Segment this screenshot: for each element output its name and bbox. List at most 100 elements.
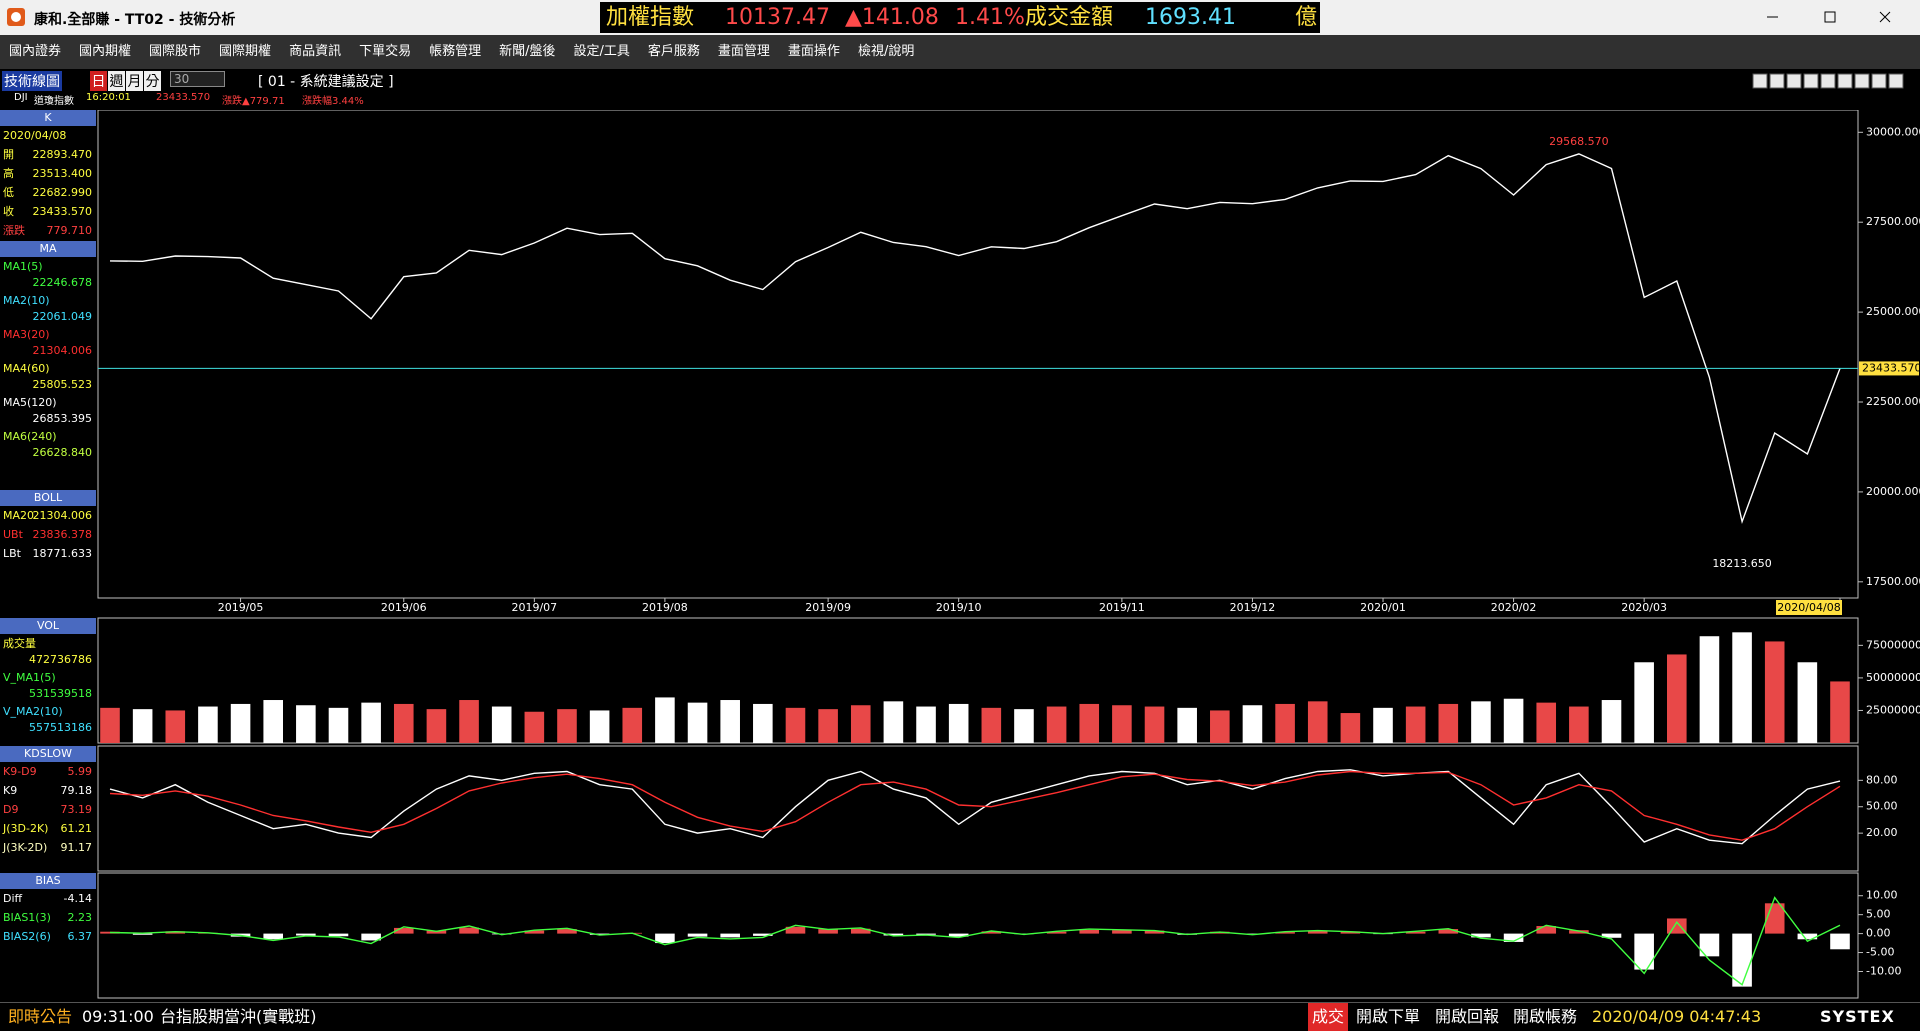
bar — [720, 700, 740, 743]
menu-item[interactable]: 國際股市 — [149, 44, 202, 59]
bar — [785, 707, 806, 743]
bar — [491, 706, 512, 743]
bar — [753, 703, 773, 743]
indicator-value: 91.17 — [60, 841, 93, 854]
window-controls[interactable] — [1740, 0, 1920, 35]
open-order[interactable]: 開啟下單 — [1356, 1007, 1421, 1026]
bar — [687, 702, 708, 743]
indicator-row: K9 79.18 — [0, 781, 96, 800]
maximize[interactable] — [1824, 11, 1836, 23]
bar — [1307, 701, 1328, 743]
menu-item[interactable]: 畫面管理 — [717, 44, 770, 59]
x-tick-label: 2019/09 — [805, 601, 851, 614]
close[interactable] — [1879, 11, 1891, 23]
bar — [1797, 933, 1818, 940]
indicator-row: MA20 21304.006 — [0, 506, 96, 525]
menu-item[interactable]: 客戶服務 — [647, 44, 700, 59]
notice-label: 即時公告 — [8, 1007, 73, 1026]
bar — [720, 933, 740, 938]
bar — [1112, 930, 1132, 934]
menu-item[interactable]: 商品資訊 — [289, 44, 342, 59]
open-account[interactable]: 開啟帳務 — [1513, 1007, 1578, 1026]
indicator-panel: K 2020/04/08 開 22893.470 高 23513.400 低 22682.99… — [0, 110, 97, 1000]
bar — [165, 931, 186, 934]
indicator-value: 2.23 — [67, 911, 93, 924]
bar — [981, 707, 1002, 743]
series-line — [109, 769, 1841, 845]
bar — [1536, 702, 1557, 743]
bar — [1144, 706, 1165, 743]
bar — [1373, 707, 1393, 743]
menu-item[interactable]: 國際期權 — [219, 44, 272, 59]
y-tick-label: 250000000 — [1866, 703, 1920, 716]
indicator-row: Diff -4.14 — [0, 889, 96, 908]
menu-bar: 國內證券 國內期權 國際股市 國際期權 商品資訊 下單交易 帳務管理 新聞/盤後 設定/工具 客戶… — [0, 35, 1920, 69]
symbol: DJI — [14, 92, 28, 103]
bar — [1079, 703, 1100, 743]
open-report[interactable]: 開啟回報 — [1435, 1007, 1500, 1026]
toolbar-title: 技術線圖 — [2, 71, 62, 91]
bar — [328, 933, 349, 937]
period-button[interactable]: 分 — [144, 71, 161, 91]
bar — [393, 927, 414, 934]
bar — [165, 710, 186, 743]
bar — [948, 933, 969, 937]
menu-item[interactable]: 國內證券 — [9, 44, 62, 59]
indicator-value: -4.14 — [63, 892, 92, 905]
bar — [1079, 929, 1100, 934]
trade-button[interactable]: 成交 — [1308, 1003, 1349, 1031]
period-button[interactable]: 日 — [90, 71, 107, 91]
notice-message: 台指股期當沖(實戰班) — [160, 1007, 317, 1026]
indicator-value: 6.37 — [67, 930, 93, 943]
bar — [1438, 929, 1459, 934]
menu-item[interactable]: 設定/工具 — [573, 44, 630, 59]
bar — [459, 700, 479, 743]
indicator-label: 收 — [3, 205, 14, 218]
period-button[interactable]: 月 — [126, 71, 143, 91]
extreme-label: 29568.570 — [1549, 135, 1609, 148]
clock: 2020/04/09 04:47:43 — [1592, 1007, 1762, 1026]
indicator-label: V_MA2(10) — [3, 705, 63, 718]
menu-item[interactable]: 下單交易 — [359, 44, 412, 59]
bar — [1536, 926, 1557, 934]
indicator-value: 73.19 — [60, 803, 93, 816]
indicator-label: V_MA1(5) — [3, 671, 56, 684]
bar — [459, 927, 479, 934]
indicator-label: 低 — [3, 186, 14, 199]
bar — [1405, 931, 1426, 934]
menu-item[interactable]: 帳務管理 — [429, 44, 482, 59]
window-title: 康和.全部賺 - TT02 - 技術分析 — [34, 12, 236, 28]
bar — [687, 933, 708, 937]
indicator-value: 21304.006 — [32, 509, 93, 522]
menu-item[interactable]: 國內期權 — [79, 44, 132, 59]
group-header: BIAS — [0, 873, 96, 889]
indicator-label: 漲跌 — [3, 224, 25, 237]
indicator-label: MA6(240) — [3, 430, 57, 443]
bar — [589, 710, 610, 743]
indicator-value: 22246.678 — [32, 276, 93, 289]
x-tick-label: 2019/10 — [936, 601, 982, 614]
notice-time: 09:31:00 — [82, 1007, 154, 1026]
y-tick-label: 500000000 — [1866, 671, 1920, 684]
bar — [361, 933, 381, 941]
quote-price: 23433.570 — [156, 92, 211, 103]
bar — [1242, 933, 1263, 935]
bar — [883, 701, 904, 743]
indicator-group: BOLL MA20 21304.006 UBt 23836.378 LBt 18771.63… — [0, 490, 96, 563]
count-select[interactable]: 30 — [170, 71, 225, 87]
menu-item[interactable]: 檢視/說明 — [857, 44, 915, 59]
chart-tools[interactable] — [1752, 73, 1918, 89]
bar — [753, 933, 773, 936]
menu-item[interactable]: 畫面操作 — [787, 44, 840, 59]
period-button[interactable]: 週 — [108, 71, 125, 91]
indicator-label: K9 — [3, 784, 18, 797]
ticker-index: 10137.47 — [725, 5, 830, 30]
indicator-value: 79.18 — [60, 784, 93, 797]
bar — [1732, 632, 1752, 743]
ticker-turnover: 1693.41 — [1145, 5, 1236, 30]
menu-item[interactable]: 新聞/盤後 — [499, 44, 556, 59]
x-tick-label: 2019/11 — [1099, 601, 1145, 614]
bar — [1503, 698, 1524, 743]
